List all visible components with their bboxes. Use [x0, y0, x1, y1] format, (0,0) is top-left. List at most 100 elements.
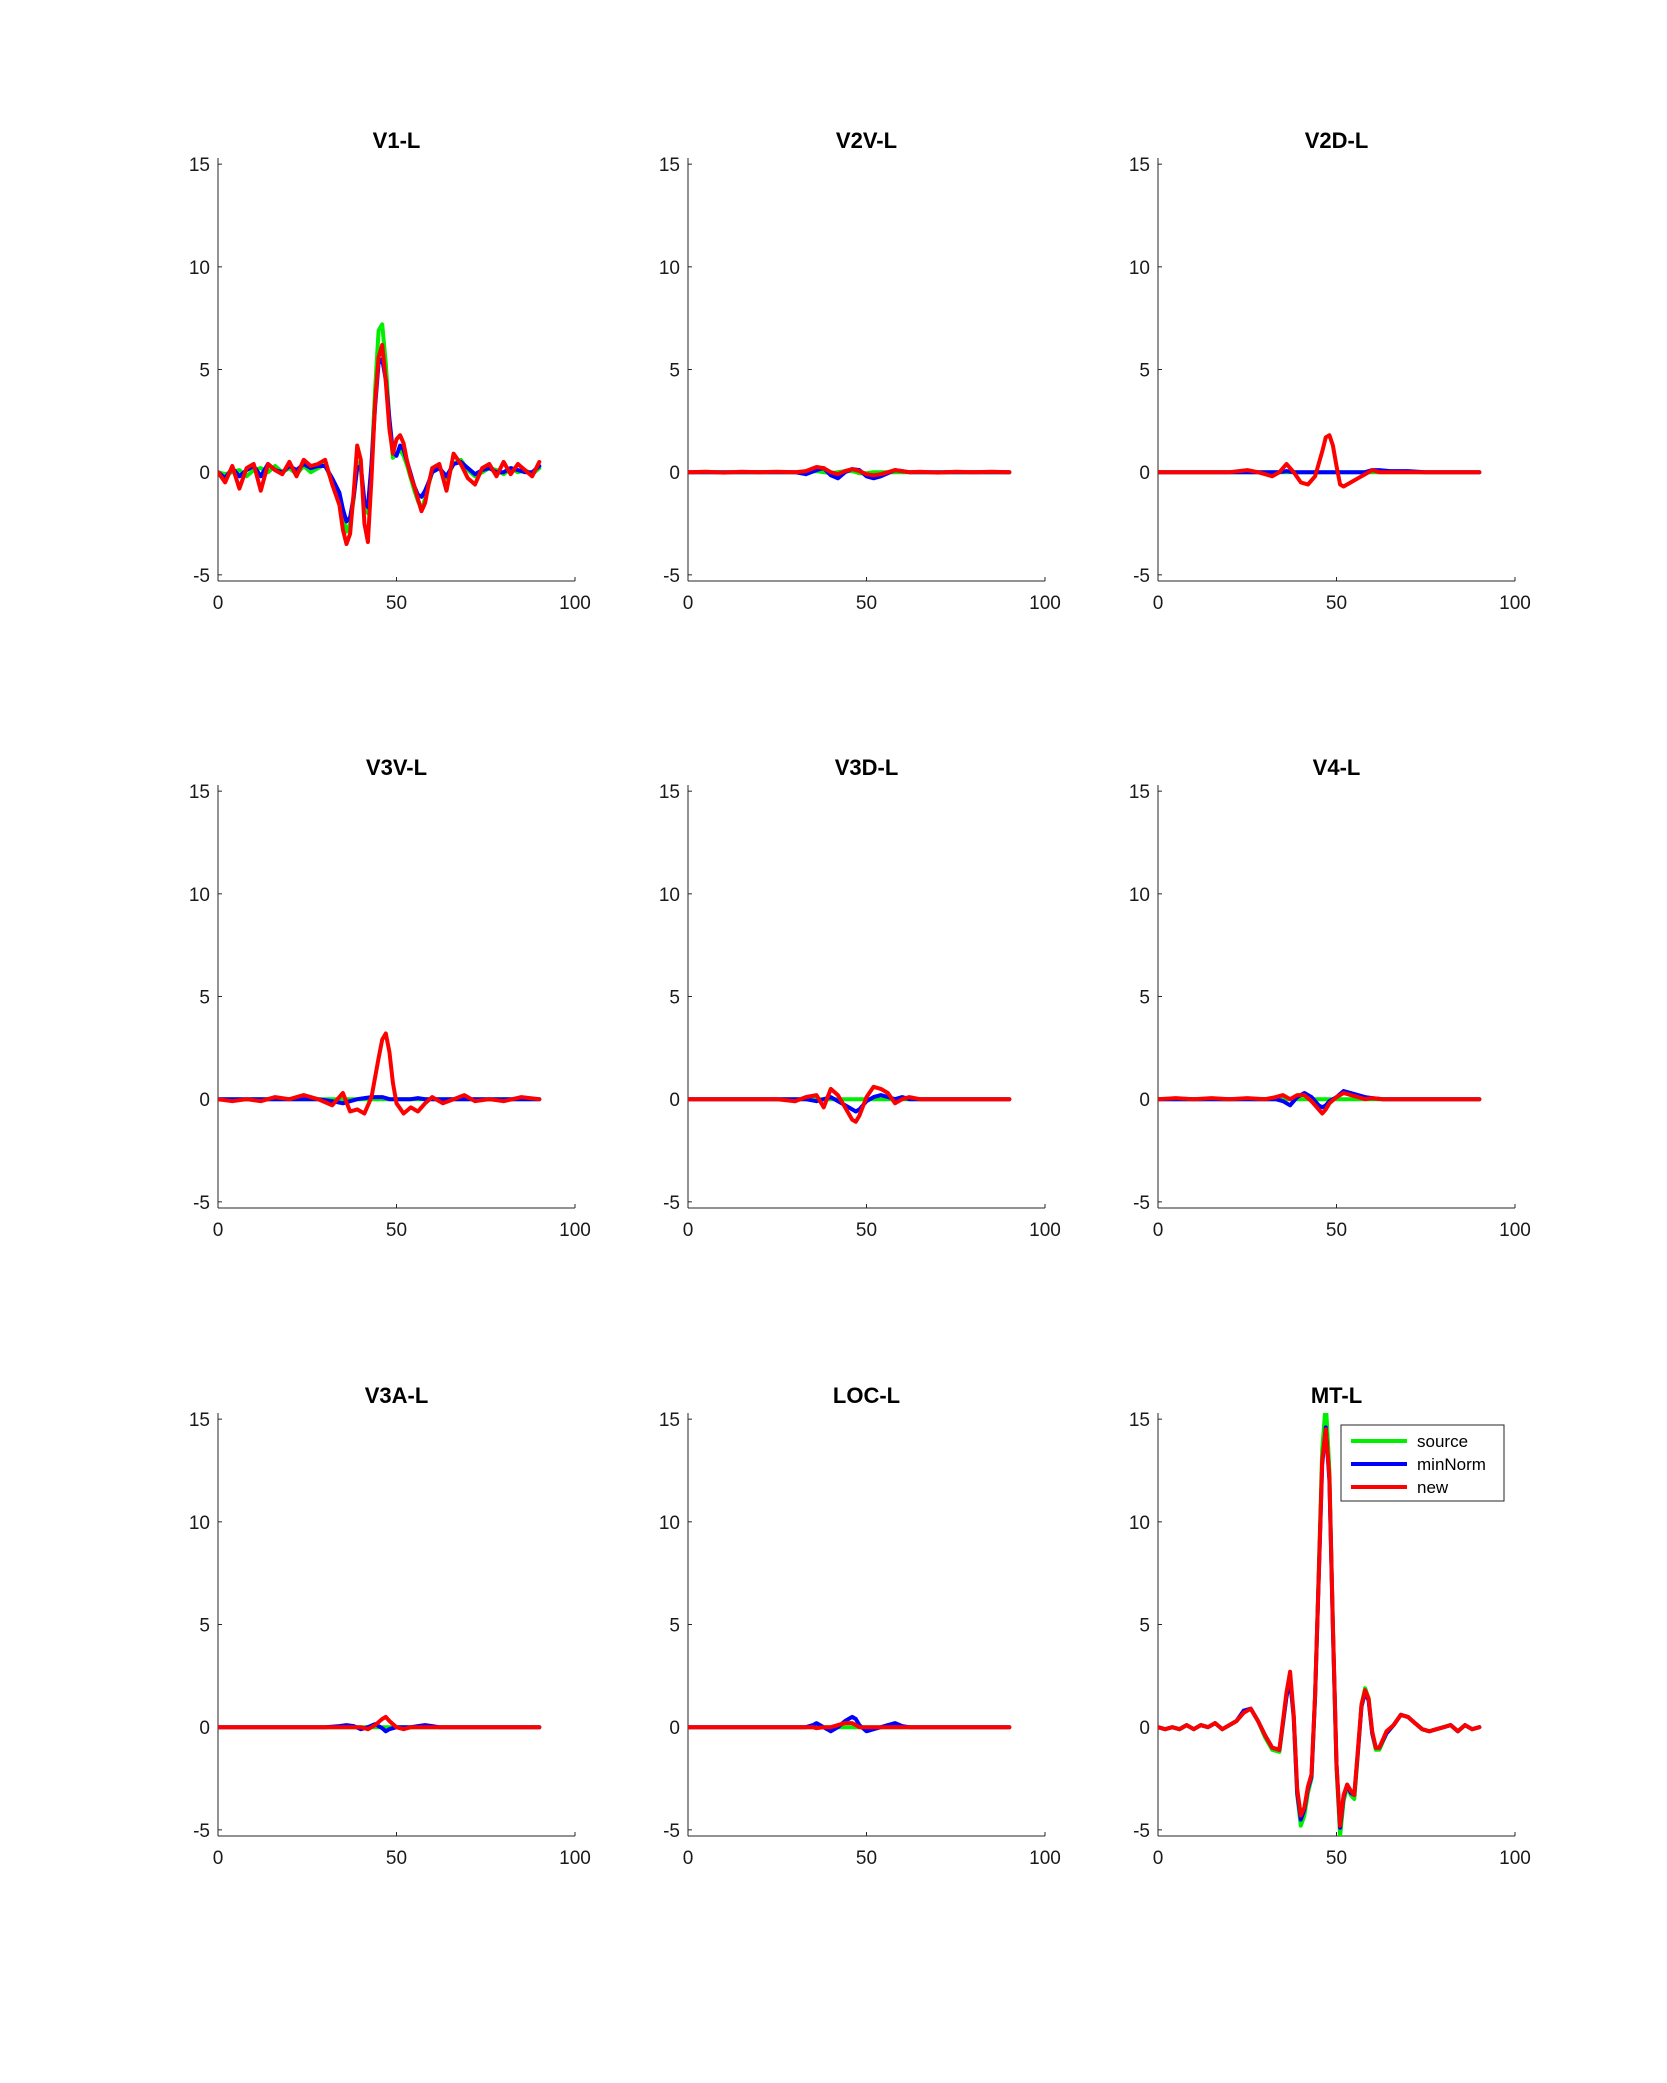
- x-tick-label: 100: [1029, 593, 1061, 614]
- y-tick-label: 5: [199, 988, 210, 1009]
- y-tick-label: 10: [659, 1513, 680, 1534]
- x-tick-label: 50: [856, 1220, 877, 1241]
- y-tick-label: -5: [1133, 1821, 1150, 1842]
- y-tick-label: 5: [669, 1616, 680, 1637]
- y-tick-label: 10: [1129, 885, 1150, 906]
- y-tick-label: 10: [659, 258, 680, 279]
- panel-title: V1-L: [373, 128, 421, 153]
- y-tick-label: 5: [669, 988, 680, 1009]
- x-tick-label: 100: [559, 593, 591, 614]
- x-tick-label: 50: [1326, 1220, 1347, 1241]
- panel-title: V2V-L: [836, 128, 897, 153]
- y-tick-label: -5: [193, 1821, 210, 1842]
- y-tick-label: 0: [669, 1090, 680, 1111]
- y-tick-label: 15: [189, 1410, 210, 1431]
- legend-label-source: source: [1417, 1432, 1468, 1451]
- y-tick-label: 10: [1129, 258, 1150, 279]
- series-group: [1158, 1413, 1482, 1836]
- x-tick-label: 50: [856, 593, 877, 614]
- y-tick-label: 15: [1129, 1410, 1150, 1431]
- x-tick-label: 100: [1029, 1220, 1061, 1241]
- x-tick-label: 50: [856, 1848, 877, 1869]
- panel-title: V3A-L: [365, 1383, 429, 1408]
- y-tick-label: 10: [1129, 1513, 1150, 1534]
- y-tick-label: 0: [1139, 463, 1150, 484]
- legend: source minNorm new: [1340, 1424, 1505, 1502]
- y-tick-label: 15: [659, 1410, 680, 1431]
- x-tick-label: 0: [1153, 1848, 1164, 1869]
- series-group: [218, 1031, 542, 1116]
- x-tick-label: 50: [386, 1220, 407, 1241]
- y-tick-label: 0: [1139, 1090, 1150, 1111]
- y-tick-label: 0: [199, 1718, 210, 1739]
- y-tick-label: -5: [1133, 566, 1150, 587]
- x-tick-label: 100: [1499, 1848, 1531, 1869]
- y-tick-label: -5: [193, 566, 210, 587]
- panel-title: LOC-L: [833, 1383, 900, 1408]
- series-line-new: [688, 1084, 1012, 1124]
- y-tick-label: 15: [189, 782, 210, 803]
- x-tick-label: 50: [1326, 593, 1347, 614]
- series-line-new: [218, 1714, 542, 1732]
- y-tick-label: 15: [659, 155, 680, 176]
- panel-title: MT-L: [1311, 1383, 1362, 1408]
- y-tick-label: -5: [663, 1821, 680, 1842]
- series-line-new: [218, 1031, 542, 1116]
- legend-label-new: new: [1417, 1478, 1449, 1497]
- x-tick-label: 0: [683, 593, 694, 614]
- y-tick-label: 5: [669, 361, 680, 382]
- series-group: [1158, 1089, 1482, 1116]
- y-tick-label: 10: [189, 258, 210, 279]
- y-tick-label: 0: [1139, 1718, 1150, 1739]
- y-tick-label: 15: [1129, 782, 1150, 803]
- x-tick-label: 0: [1153, 1220, 1164, 1241]
- series-group: [688, 465, 1012, 481]
- series-group: [218, 322, 542, 546]
- series-group: [218, 1714, 542, 1734]
- y-tick-label: 15: [189, 155, 210, 176]
- series-line-new: [1158, 433, 1482, 489]
- series-line-new: [1158, 1091, 1482, 1116]
- y-tick-label: 0: [669, 1718, 680, 1739]
- x-tick-label: 0: [683, 1220, 694, 1241]
- series-line-new: [1158, 1427, 1482, 1828]
- y-tick-label: 0: [199, 1090, 210, 1111]
- y-tick-label: 5: [199, 361, 210, 382]
- x-tick-label: 0: [1153, 593, 1164, 614]
- panel-title: V3V-L: [366, 755, 427, 780]
- x-tick-label: 50: [386, 593, 407, 614]
- y-tick-label: -5: [663, 566, 680, 587]
- series-group: [688, 1084, 1012, 1124]
- y-tick-label: 15: [1129, 155, 1150, 176]
- x-tick-label: 0: [213, 1220, 224, 1241]
- y-tick-label: 5: [1139, 1616, 1150, 1637]
- y-tick-label: 5: [1139, 988, 1150, 1009]
- x-tick-label: 0: [213, 593, 224, 614]
- series-line-new: [218, 342, 542, 546]
- series-line-new: [688, 1721, 1012, 1731]
- x-tick-label: 100: [559, 1848, 591, 1869]
- y-tick-label: 15: [659, 782, 680, 803]
- panel-title: V4-L: [1313, 755, 1361, 780]
- y-tick-label: 10: [189, 1513, 210, 1534]
- x-tick-label: 100: [1029, 1848, 1061, 1869]
- series-group: [1158, 433, 1482, 489]
- y-tick-label: 0: [199, 463, 210, 484]
- y-tick-label: 10: [659, 885, 680, 906]
- panel-title: V2D-L: [1305, 128, 1369, 153]
- legend-label-minnorm: minNorm: [1417, 1455, 1486, 1474]
- y-tick-label: 0: [669, 463, 680, 484]
- x-tick-label: 0: [213, 1848, 224, 1869]
- series-line-new: [688, 465, 1012, 478]
- x-tick-label: 100: [1499, 593, 1531, 614]
